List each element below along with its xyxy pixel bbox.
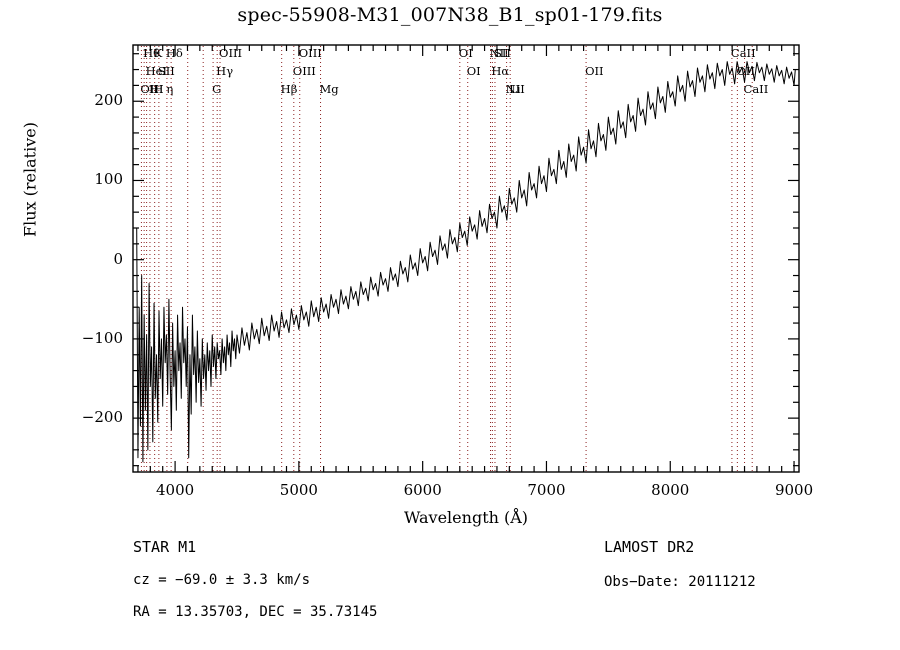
x-axis-label: Wavelength (Å) bbox=[403, 508, 529, 527]
footer-object-class: STAR M1 bbox=[133, 538, 197, 556]
spectral-line-label: Hθ bbox=[143, 46, 161, 60]
spectral-line-label: OI bbox=[458, 46, 473, 60]
y-tick-label: 100 bbox=[94, 170, 123, 189]
spectral-line-label: Hβ bbox=[280, 82, 298, 96]
spectrum-trace bbox=[136, 61, 796, 463]
spectral-line-label: Mg bbox=[319, 82, 339, 96]
x-tick-label: 8000 bbox=[651, 481, 690, 499]
spectral-line-label: CaII bbox=[743, 82, 769, 96]
x-tick-label: 6000 bbox=[403, 481, 442, 499]
y-tick-label: 0 bbox=[113, 249, 123, 268]
footer-survey: LAMOST DR2 bbox=[604, 538, 695, 556]
marker-lines-group bbox=[140, 46, 753, 471]
spectral-line-label: HeI bbox=[145, 64, 167, 78]
x-tick-label: 9000 bbox=[774, 481, 814, 499]
page-title: spec-55908-M31_007N38_B1_sp01-179.fits bbox=[237, 4, 663, 26]
spectral-line-label: NII bbox=[505, 82, 525, 96]
spectral-line-label: H bbox=[148, 82, 159, 96]
y-tick-label: −100 bbox=[81, 328, 123, 347]
spectral-line-label: H bbox=[153, 82, 164, 96]
y-tick-label: 200 bbox=[94, 91, 123, 110]
x-tick-label: 7000 bbox=[527, 481, 566, 499]
spectral-line-label: G bbox=[212, 82, 222, 96]
axes-frame bbox=[132, 44, 800, 473]
spectral-line-label: η bbox=[166, 82, 174, 96]
x-tick-label: 5000 bbox=[279, 481, 318, 499]
footer-coords: RA = 13.35703, DEC = 35.73145 bbox=[133, 604, 378, 620]
spectral-line-label: Hδ bbox=[165, 46, 183, 60]
spectral-line-label: SII bbox=[157, 64, 175, 78]
spectral-line-label: K bbox=[153, 46, 163, 60]
spectral-line-label: OIII bbox=[298, 46, 322, 60]
spectral-line-label: Li bbox=[509, 82, 521, 96]
spectral-line-label: Hα bbox=[491, 64, 510, 78]
spectral-line-label: SII bbox=[493, 46, 511, 60]
spectral-line-label: OIII bbox=[219, 46, 243, 60]
spectral-line-label: OII bbox=[585, 64, 604, 78]
spectral-line-label: Hγ bbox=[216, 64, 234, 78]
x-tick-label: 4000 bbox=[155, 481, 195, 499]
spectral-line-label: OIII bbox=[292, 64, 316, 78]
y-tick-label: −200 bbox=[81, 408, 123, 427]
footer-cz: cz = −69.0 ± 3.3 km/s bbox=[133, 572, 311, 588]
spectral-line-label: NII bbox=[489, 46, 509, 60]
spectral-line-label: OI bbox=[466, 64, 481, 78]
spectral-line-label: CaII bbox=[730, 46, 756, 60]
footer-obs-date: Obs−Date: 20111212 bbox=[604, 574, 756, 590]
spectral-line-label: OIII bbox=[140, 82, 164, 96]
